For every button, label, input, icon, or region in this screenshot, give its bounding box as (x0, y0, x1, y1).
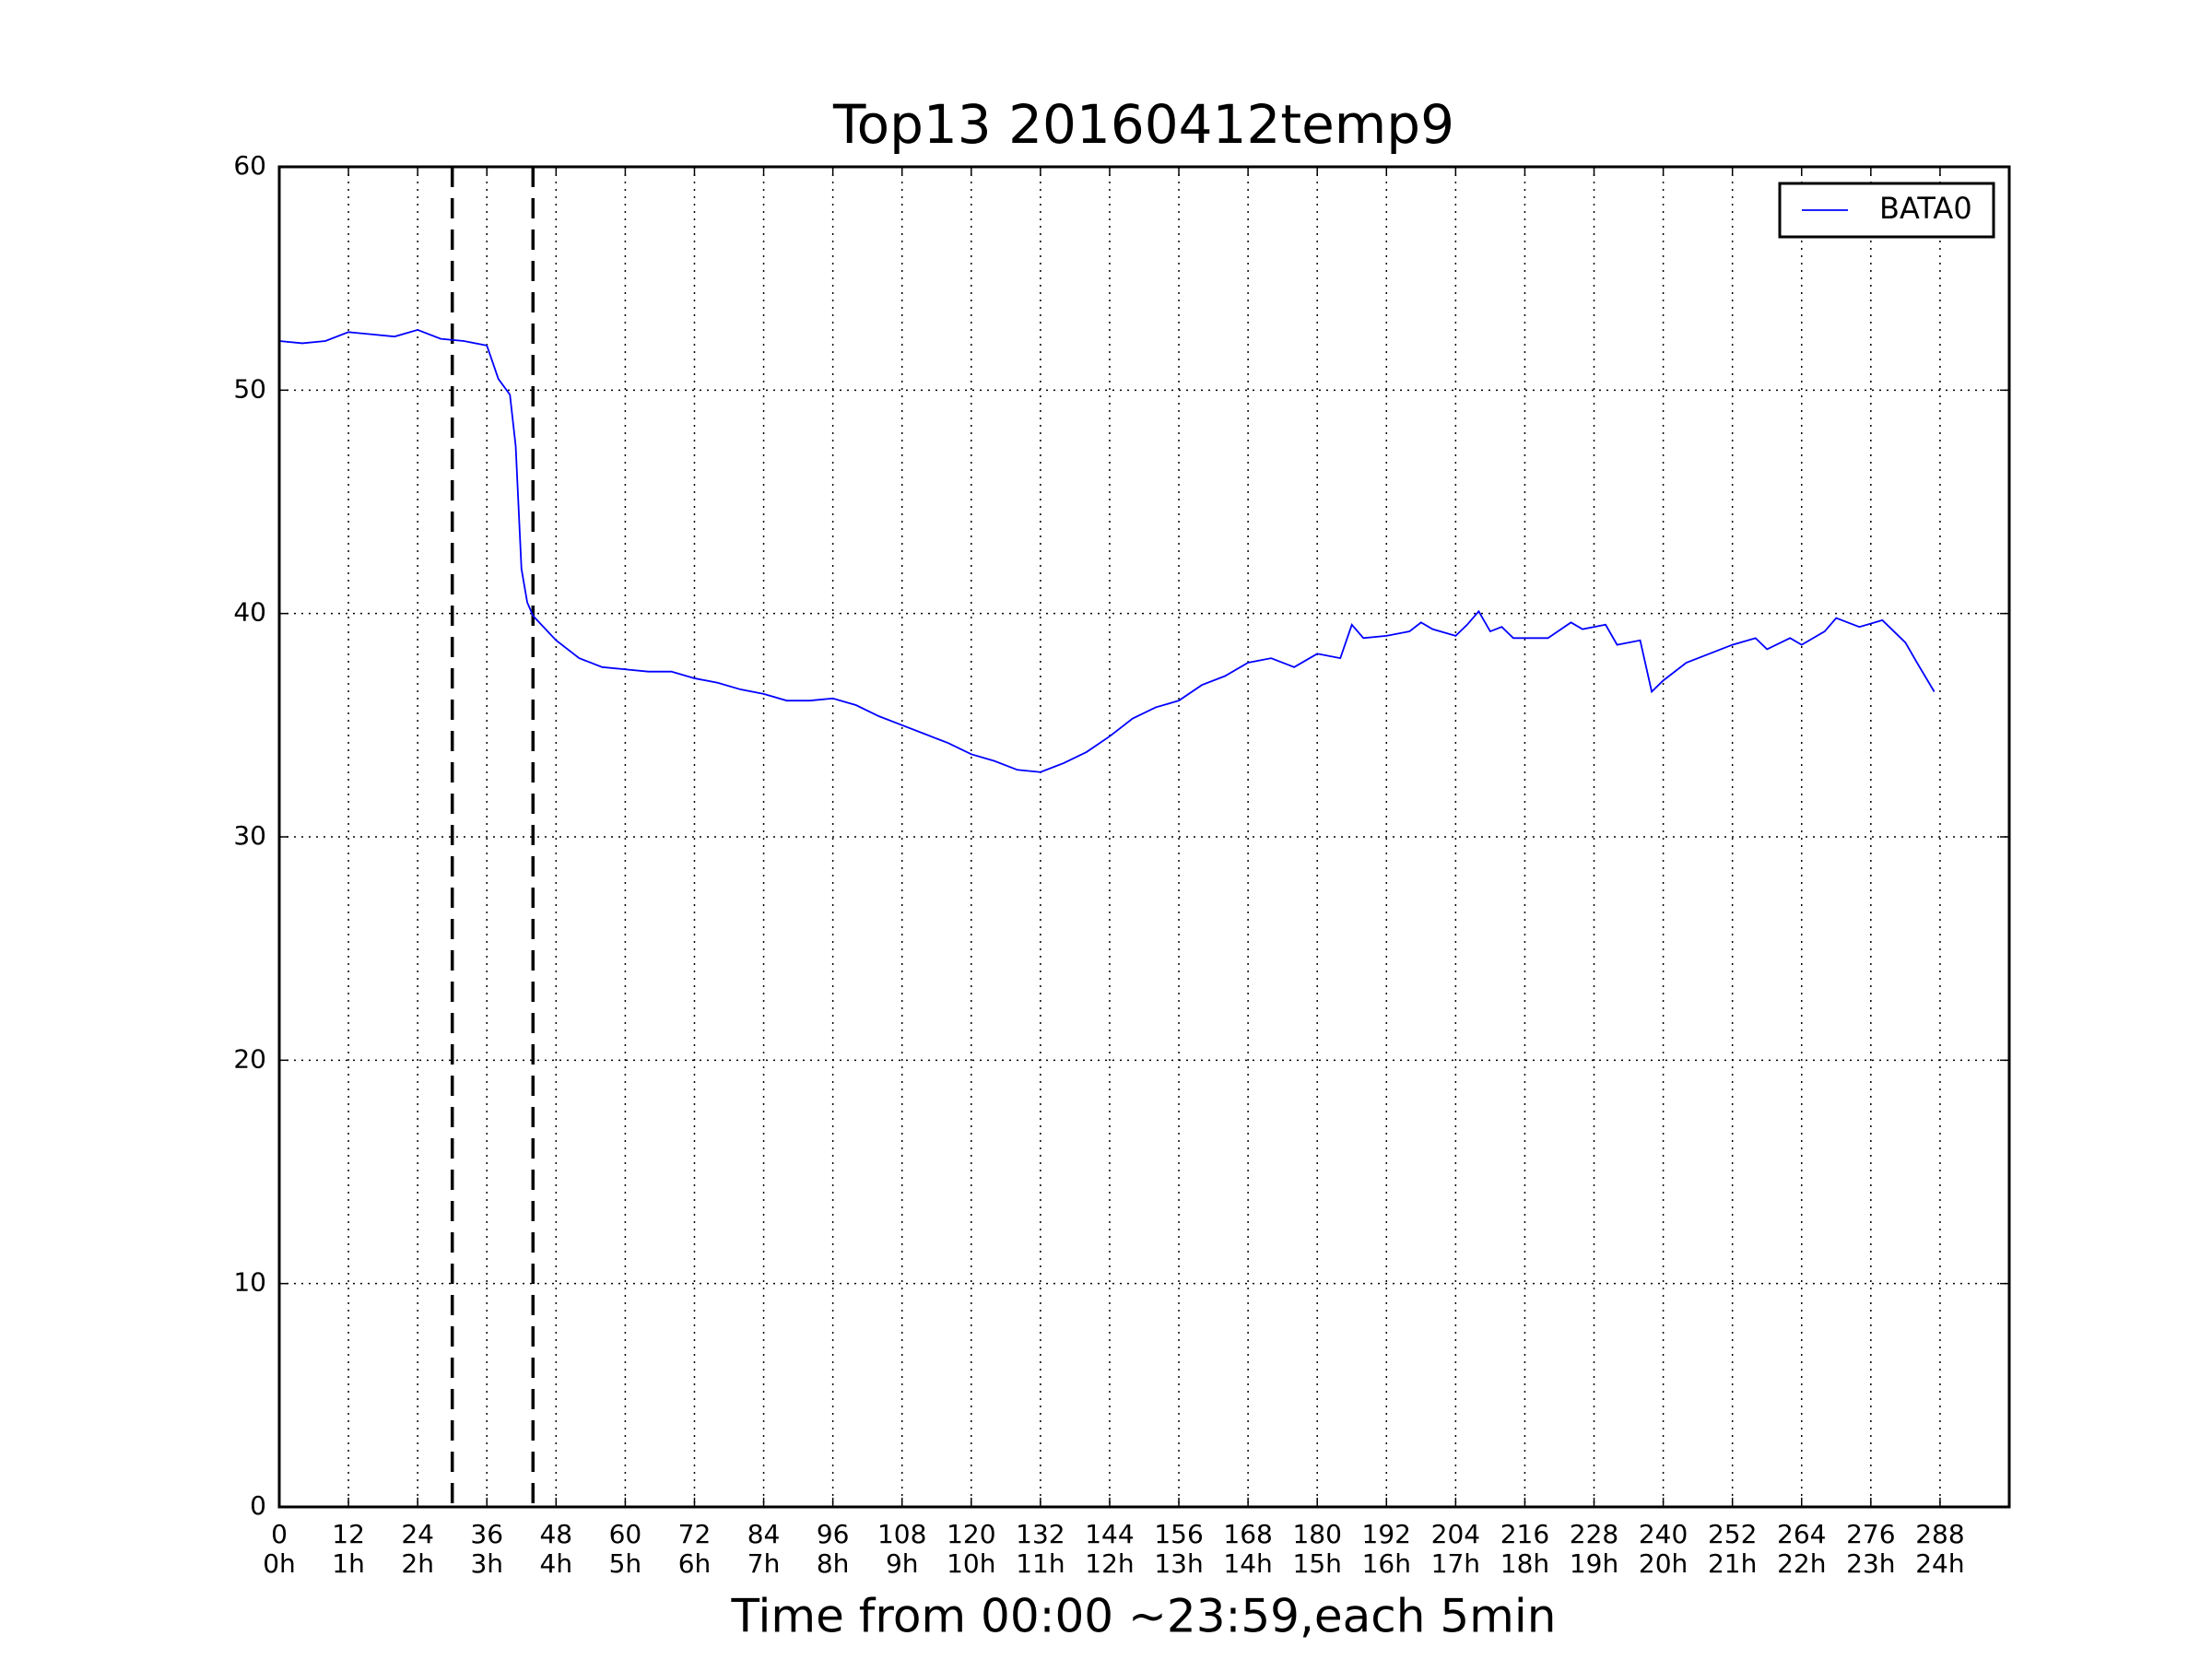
x-tick-label: 24 (401, 1519, 434, 1549)
data-line (278, 328, 1936, 773)
x-tick-sublabel: 9h (886, 1548, 919, 1579)
x-tick-label: 0 (271, 1519, 288, 1549)
plot-frame (277, 165, 2011, 1509)
x-tick-label: 60 (609, 1519, 642, 1549)
x-tick-label: 204 (1431, 1519, 1480, 1549)
x-tick-label: 48 (539, 1519, 572, 1549)
y-tick-label: 0 (250, 1490, 266, 1521)
x-tick-label: 180 (1292, 1519, 1341, 1549)
x-tick-sublabel: 5h (609, 1548, 642, 1579)
x-tick-label: 36 (470, 1519, 503, 1549)
x-tick-label: 264 (1777, 1519, 1826, 1549)
x-tick-sublabel: 19h (1570, 1548, 1618, 1579)
x-axis-label: Time from 00:00 ~23:59,each 5min (731, 1590, 1557, 1643)
x-tick-sublabel: 21h (1708, 1548, 1757, 1579)
y-tick-label: 60 (233, 150, 266, 181)
y-tick-label: 10 (233, 1267, 266, 1298)
x-tick-sublabel: 0h (263, 1548, 296, 1579)
x-tick-sublabel: 12h (1085, 1548, 1134, 1579)
x-tick-label: 216 (1500, 1519, 1549, 1549)
x-tick-label: 288 (1915, 1519, 1964, 1549)
x-tick-label: 192 (1362, 1519, 1411, 1549)
x-tick-label: 252 (1708, 1519, 1757, 1549)
x-tick-sublabel: 20h (1639, 1548, 1688, 1579)
x-tick-label: 240 (1639, 1519, 1688, 1549)
x-tick-label: 72 (678, 1519, 712, 1549)
x-tick-label: 144 (1085, 1519, 1134, 1549)
x-tick-sublabel: 4h (540, 1548, 573, 1579)
y-tick-label: 40 (233, 597, 266, 628)
x-tick-label: 84 (747, 1519, 781, 1549)
x-tick-sublabel: 23h (1846, 1548, 1895, 1579)
x-tick-sublabel: 13h (1154, 1548, 1203, 1579)
x-tick-sublabel: 15h (1293, 1548, 1342, 1579)
x-tick-label: 12 (332, 1519, 365, 1549)
x-tick-label: 108 (877, 1519, 926, 1549)
x-tick-label: 132 (1016, 1519, 1065, 1549)
x-tick-sublabel: 2h (401, 1548, 434, 1579)
x-tick-sublabel: 17h (1431, 1548, 1480, 1579)
y-tick-label: 20 (233, 1043, 266, 1074)
x-tick-sublabel: 11h (1016, 1548, 1065, 1579)
x-tick-sublabel: 3h (470, 1548, 503, 1579)
x-tick-sublabel: 7h (747, 1548, 781, 1579)
legend-label: BATA0 (1879, 191, 1972, 226)
x-tick-sublabel: 18h (1500, 1548, 1549, 1579)
x-tick-sublabel: 16h (1362, 1548, 1411, 1579)
x-tick-sublabel: 6h (678, 1548, 712, 1579)
x-tick-label: 120 (947, 1519, 995, 1549)
chart-title: Top13 20160412temp9 (832, 93, 1454, 156)
x-tick-label: 96 (817, 1519, 850, 1549)
y-tick-label: 50 (233, 373, 266, 404)
x-tick-sublabel: 14h (1223, 1548, 1272, 1579)
x-tick-sublabel: 22h (1777, 1548, 1826, 1579)
x-tick-sublabel: 8h (817, 1548, 850, 1579)
x-tick-sublabel: 24h (1915, 1548, 1964, 1579)
x-tick-label: 276 (1846, 1519, 1895, 1549)
y-tick-label: 30 (233, 820, 266, 851)
x-tick-sublabel: 10h (947, 1548, 995, 1579)
x-tick-sublabel: 1h (332, 1548, 365, 1579)
x-tick-label: 228 (1570, 1519, 1618, 1549)
x-tick-label: 156 (1154, 1519, 1203, 1549)
x-tick-label: 168 (1223, 1519, 1272, 1549)
